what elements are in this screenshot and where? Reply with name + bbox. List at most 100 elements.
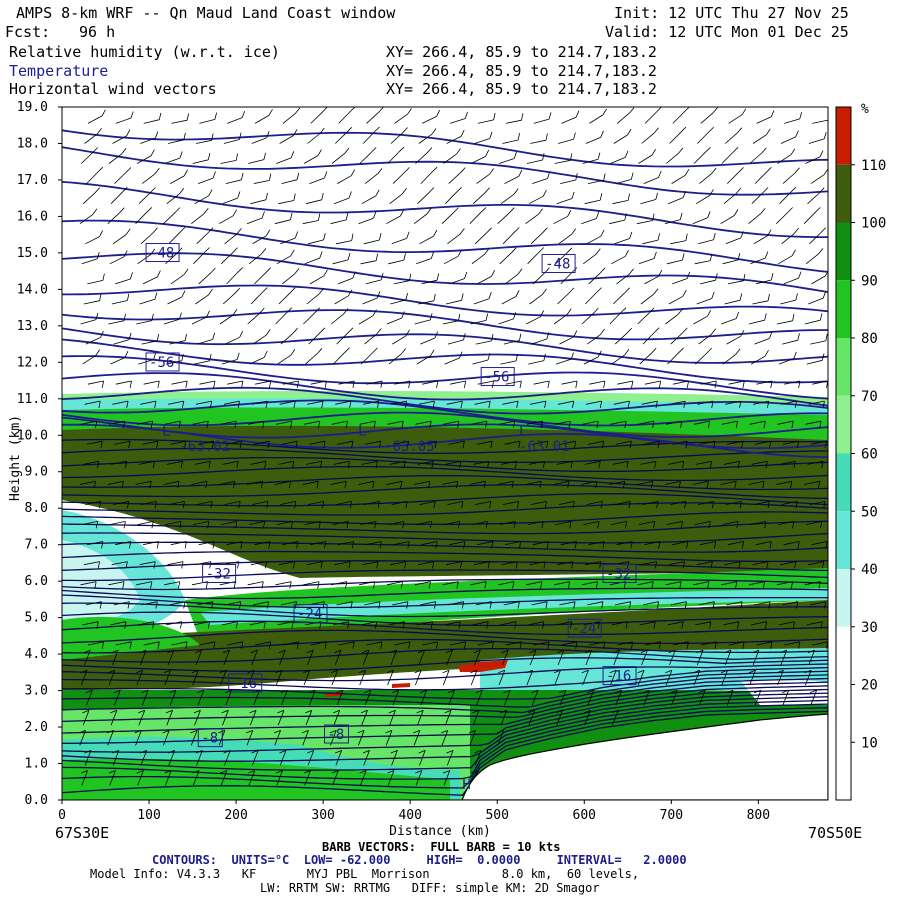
isotherm (62, 520, 828, 535)
wind-barb (638, 148, 657, 164)
wind-barb (666, 253, 685, 265)
wind-barb (301, 730, 309, 746)
wind-barb (246, 211, 265, 225)
temperature-label-text: -16 (606, 669, 631, 685)
y-tick-label: 5.0 (25, 611, 48, 626)
wind-barb (667, 347, 684, 365)
wind-barb (810, 601, 827, 609)
wind-barb (672, 107, 690, 124)
wind-barb (303, 669, 311, 686)
wind-barb (808, 400, 825, 408)
wind-barb (584, 460, 601, 469)
wind-barb (471, 149, 490, 164)
wind-barb (475, 689, 483, 706)
wind-barb (366, 641, 383, 649)
wind-barb (586, 229, 605, 245)
wind-barb (338, 641, 355, 649)
wind-barb (192, 152, 211, 164)
wind-barb (644, 641, 662, 649)
wind-barb (248, 248, 267, 265)
wind-barb (362, 126, 380, 144)
wind-barb (306, 288, 324, 305)
wind-barb (586, 501, 603, 509)
wind-barb (445, 561, 463, 569)
wind-barb (193, 247, 210, 265)
temperature-label-text: -63.01 (519, 439, 570, 455)
wind-barb (666, 420, 683, 429)
wind-barb (473, 561, 490, 569)
wind-barb (585, 130, 604, 144)
wind-barb (386, 209, 405, 225)
wind-barb (140, 750, 148, 766)
wind-barb (386, 311, 405, 325)
wind-barb (694, 253, 713, 265)
wind-barb (803, 207, 821, 224)
wind-barb (505, 380, 522, 388)
wind-barb (336, 327, 354, 345)
isotherm (62, 465, 828, 482)
wind-barb (226, 267, 243, 285)
x-axis-label: Distance (km) (389, 824, 491, 839)
wind-barb (309, 440, 326, 449)
wind-barb (693, 310, 712, 325)
wind-barb (555, 521, 572, 529)
wind-barb (782, 601, 799, 609)
wind-barb (418, 400, 435, 408)
wind-barb (417, 649, 425, 666)
wind-barb (589, 380, 606, 388)
wind-barb (305, 348, 323, 365)
wind-barb (449, 380, 467, 388)
wind-barb (83, 293, 102, 305)
wind-barb (219, 209, 237, 225)
temperature-label-box (567, 618, 602, 638)
wind-barb (197, 601, 214, 609)
wind-barb (442, 669, 450, 686)
wind-barb (87, 380, 104, 388)
wind-barb (501, 649, 509, 666)
wind-barb (141, 333, 160, 345)
wind-barb (611, 621, 628, 629)
wind-barb (804, 669, 812, 686)
wind-barb (79, 208, 98, 225)
wind-barb (805, 248, 824, 265)
isotherm (62, 692, 828, 753)
wind-barb (281, 172, 300, 184)
wind-barb (783, 271, 802, 285)
temperature-label: -56 (145, 352, 180, 372)
wind-barb (582, 420, 599, 429)
colorbar-label: 10 (861, 735, 878, 751)
wind-barb (390, 292, 408, 305)
wind-barb (108, 148, 127, 164)
isotherm (62, 703, 828, 780)
wind-barb (81, 252, 100, 265)
wind-barb (500, 188, 519, 205)
x-tick-label: 300 (311, 808, 334, 823)
wind-barb (394, 108, 412, 124)
wind-barb (167, 750, 175, 766)
wind-barb (442, 313, 461, 325)
wind-barb (193, 521, 210, 529)
colorbar-label: 40 (861, 562, 878, 578)
wind-barb (777, 420, 794, 429)
wind-barb (361, 621, 378, 629)
wind-barb (309, 171, 328, 184)
wind-barb (554, 420, 571, 429)
wind-barb (199, 112, 217, 124)
wind-barb (219, 480, 236, 489)
wind-barb (196, 501, 213, 509)
wind-barb (476, 168, 495, 184)
wind-barb (641, 127, 659, 144)
wind-barb (812, 117, 828, 124)
wind-barb (385, 730, 393, 746)
wind-barb (806, 353, 825, 365)
wind-barb (249, 621, 266, 629)
wind-barb (279, 129, 298, 144)
wind-barb (502, 133, 520, 144)
wind-barb (138, 187, 156, 204)
isotherm (62, 620, 828, 636)
wind-barb (777, 148, 796, 164)
y-axis-label: Height (km) (8, 415, 23, 501)
isotherm (62, 502, 828, 516)
wind-barb (525, 480, 542, 489)
wind-barb (615, 172, 634, 184)
